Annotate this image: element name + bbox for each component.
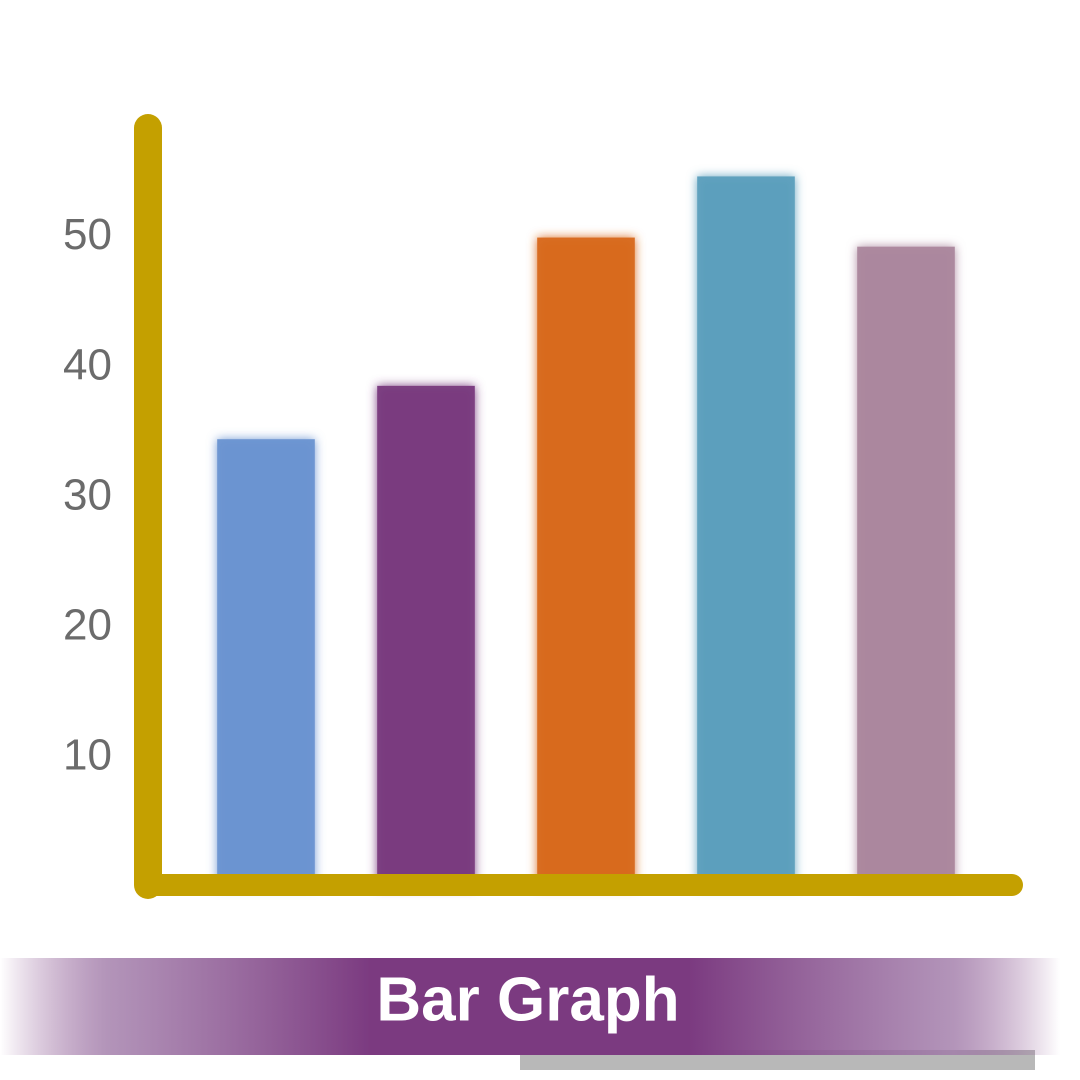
title-banner [0, 958, 1060, 1055]
bar [857, 246, 955, 888]
y-tick-label: 50 [63, 210, 112, 259]
y-tick-label: 10 [63, 731, 112, 780]
bars [217, 176, 955, 889]
bar [697, 176, 795, 889]
bar [377, 385, 475, 888]
y-tick-label: 20 [63, 600, 112, 649]
y-tick-label: 30 [63, 470, 112, 519]
bar [537, 237, 635, 889]
bar [217, 439, 315, 888]
y-tick-label: 40 [63, 340, 112, 389]
chart-title: Bar Graph [376, 965, 679, 1034]
